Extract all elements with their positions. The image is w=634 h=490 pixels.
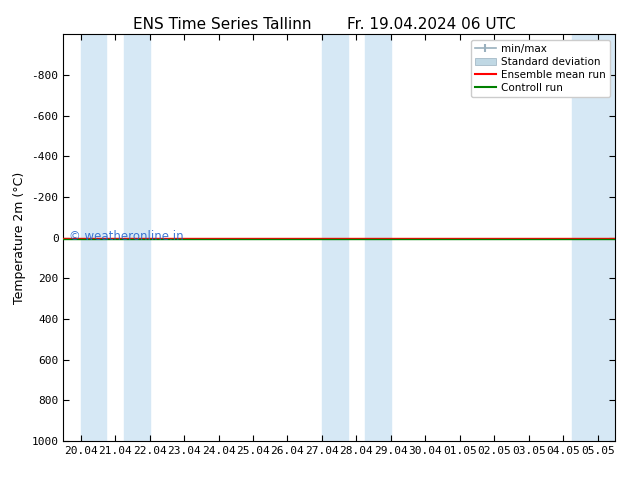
Text: © weatheronline.in: © weatheronline.in [69, 230, 183, 243]
Legend: min/max, Standard deviation, Ensemble mean run, Controll run: min/max, Standard deviation, Ensemble me… [470, 40, 610, 97]
Y-axis label: Temperature 2m (°C): Temperature 2m (°C) [13, 172, 26, 304]
Bar [572, 34, 615, 441]
Text: Fr. 19.04.2024 06 UTC: Fr. 19.04.2024 06 UTC [347, 17, 515, 32]
Bar [322, 34, 348, 441]
Text: ENS Time Series Tallinn: ENS Time Series Tallinn [133, 17, 311, 32]
Bar [124, 34, 150, 441]
Bar [365, 34, 391, 441]
Bar [81, 34, 107, 441]
